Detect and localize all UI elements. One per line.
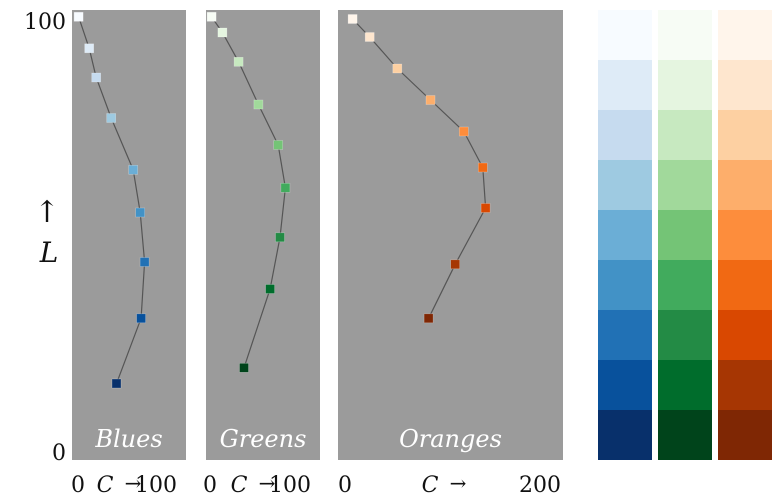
swatch-columns [598, 10, 772, 460]
series-label: Oranges [399, 425, 502, 453]
y-tick-top: 100 [24, 10, 66, 35]
data-point [128, 165, 138, 175]
swatch [598, 310, 652, 360]
swatch [718, 260, 772, 310]
swatch [658, 210, 712, 260]
x-tick-min: 0 [338, 473, 352, 498]
swatch [598, 410, 652, 460]
data-point [265, 284, 275, 294]
data-point [477, 162, 488, 173]
panel-background [206, 10, 320, 460]
data-point [91, 72, 101, 83]
data-point [275, 232, 285, 243]
swatch [658, 410, 712, 460]
swatch [598, 210, 652, 260]
swatch [598, 110, 652, 160]
swatch-column-greens [658, 10, 712, 460]
panel-oranges: Oranges 0 200 C → [338, 10, 563, 498]
data-point [273, 140, 284, 150]
swatch [658, 110, 712, 160]
data-point [364, 32, 375, 42]
panel-blues: Blues 0 100 C → [71, 10, 186, 498]
data-point [139, 257, 150, 267]
swatch [658, 260, 712, 310]
data-point [217, 27, 228, 38]
x-axis-label: C [97, 473, 114, 498]
data-point [423, 313, 434, 324]
swatch [598, 60, 652, 110]
x-tick-max: 200 [519, 473, 561, 498]
x-tick-min: 0 [71, 473, 85, 498]
swatch [658, 10, 712, 60]
swatch [598, 260, 652, 310]
x-tick-max: 100 [269, 473, 311, 498]
series-label: Greens [220, 425, 307, 453]
swatch [718, 360, 772, 410]
series-label: Blues [94, 425, 162, 453]
swatch [598, 10, 652, 60]
data-point [347, 14, 358, 24]
swatch [718, 310, 772, 360]
x-axis-label: C [231, 473, 248, 498]
data-point [392, 63, 403, 74]
swatch [718, 160, 772, 210]
swatch [718, 60, 772, 110]
data-point [84, 43, 94, 54]
swatch [598, 360, 652, 410]
data-point [135, 207, 145, 218]
data-point [253, 99, 264, 110]
swatch-column-blues [598, 10, 652, 460]
data-point [73, 12, 84, 22]
data-point [280, 183, 291, 193]
x-arrow: → [450, 471, 467, 495]
swatch [658, 360, 712, 410]
y-tick-bottom: 0 [52, 441, 66, 466]
swatch [718, 110, 772, 160]
data-point [239, 362, 249, 373]
data-point [111, 378, 122, 389]
swatch-column-oranges [718, 10, 772, 460]
x-axis-label: C [422, 473, 439, 498]
swatch [658, 160, 712, 210]
x-tick-min: 0 [203, 473, 217, 498]
data-point [106, 113, 116, 123]
data-point [136, 313, 146, 324]
swatch [598, 160, 652, 210]
data-point [450, 259, 461, 270]
y-axis-label: L [39, 236, 59, 269]
swatch [658, 60, 712, 110]
data-point [425, 95, 436, 105]
swatch [658, 310, 712, 360]
panel-background [338, 10, 563, 460]
x-tick-max: 100 [135, 473, 177, 498]
swatch [718, 10, 772, 60]
swatch [718, 210, 772, 260]
y-arrow: ↑ [34, 195, 59, 230]
data-point [458, 126, 469, 137]
data-point [480, 203, 491, 213]
data-point [233, 56, 244, 67]
data-point [206, 12, 217, 22]
panel-background [72, 10, 186, 460]
x-arrow: → [259, 471, 276, 495]
swatch [718, 410, 772, 460]
x-arrow: → [125, 471, 142, 495]
